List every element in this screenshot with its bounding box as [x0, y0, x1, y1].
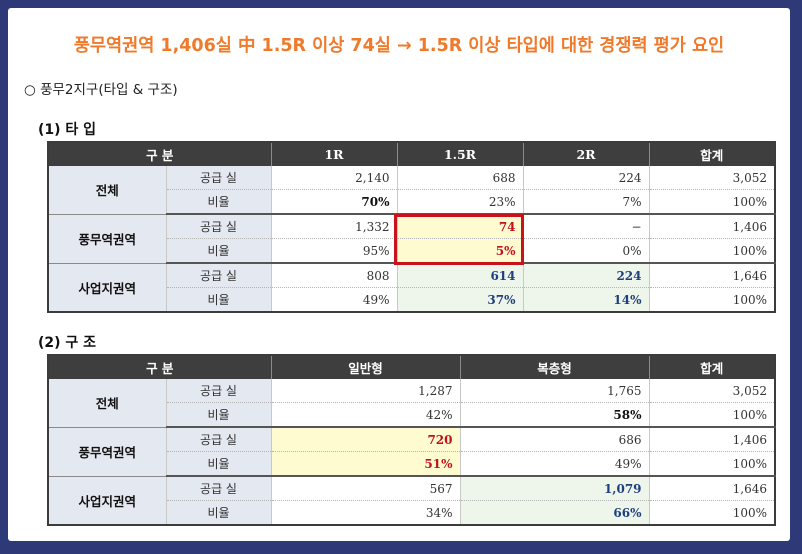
- region-label: 풍무역권역: [48, 427, 166, 477]
- type-header-row: 구 분 1R 1.5R 2R 합계: [48, 142, 776, 166]
- type-header-1-5r: 1.5R: [396, 142, 524, 166]
- type-header-category: 구 분: [48, 142, 272, 166]
- table-row: 풍무역권역 공급 실 1,332 74 − 1,406: [48, 214, 776, 264]
- highlight-cell: 14%: [522, 287, 650, 312]
- table-cell: 34%: [270, 500, 461, 525]
- table-cell: 1,406: [648, 427, 776, 452]
- metric-label: 비율: [165, 451, 272, 477]
- type-header-2r: 2R: [522, 142, 650, 166]
- metric-label: 비율: [165, 189, 272, 215]
- type-header-1r: 1R: [270, 142, 398, 166]
- table-row: 비율 49% 37% 14% 100%: [48, 287, 776, 312]
- table-cell: 42%: [270, 402, 461, 428]
- metric-label: 공급 실: [165, 214, 272, 239]
- structure-table: 구 분 일반형 복층형 합계 전체 공급 실 1,287 1,765 3,052…: [47, 354, 777, 526]
- structure-header-category: 구 분: [48, 355, 272, 379]
- table-cell: 688: [396, 166, 524, 190]
- structure-section-label: (2) 구 조: [38, 335, 97, 351]
- table-cell: 1,332: [270, 214, 398, 239]
- metric-label: 비율: [165, 402, 272, 428]
- highlight-cell: 720: [270, 427, 461, 452]
- table-cell: 1,646: [648, 476, 776, 501]
- type-table: 구 분 1R 1.5R 2R 합계 전체 공급 실 2,140 688 224 …: [47, 141, 777, 313]
- slide-frame: 풍무역권역 1,406실 中 1.5R 이상 74실 → 1.5R 이상 타입에…: [8, 8, 790, 541]
- table-row: 사업지권역 공급 실 567 1,079 1,646: [48, 476, 776, 525]
- table-row: 비율 95% 5% 0% 100%: [48, 238, 776, 264]
- highlight-cell: 1,079: [459, 476, 650, 501]
- region-label: 사업지권역: [48, 476, 166, 525]
- type-header-total: 합계: [648, 142, 776, 166]
- table-cell: 1,406: [648, 214, 776, 239]
- table-row: 비율 42% 58% 100%: [48, 402, 776, 428]
- highlight-cell: 66%: [459, 500, 650, 525]
- table-cell: 224: [522, 166, 650, 190]
- table-row: 비율 70% 23% 7% 100%: [48, 189, 776, 215]
- highlight-cell: 614: [396, 263, 524, 288]
- table-cell: 100%: [648, 287, 776, 312]
- metric-label: 공급 실: [165, 263, 272, 288]
- structure-header-duplex: 복층형: [459, 355, 650, 379]
- metric-label: 공급 실: [165, 476, 272, 501]
- table-cell: 100%: [648, 500, 776, 525]
- table-cell: 23%: [396, 189, 524, 215]
- table-row: 전체 공급 실 2,140 688 224 3,052: [48, 166, 776, 215]
- highlight-cell: 37%: [396, 287, 524, 312]
- table-cell: 0%: [522, 238, 650, 264]
- type-section-label: (1) 타 입: [38, 122, 97, 138]
- table-cell: 7%: [522, 189, 650, 215]
- table-cell: 567: [270, 476, 461, 501]
- table-row: 전체 공급 실 1,287 1,765 3,052: [48, 379, 776, 428]
- table-cell: 1,765: [459, 379, 650, 403]
- table-cell: 3,052: [648, 379, 776, 403]
- structure-header-general: 일반형: [270, 355, 461, 379]
- table-cell: 1,646: [648, 263, 776, 288]
- table-cell: 100%: [648, 189, 776, 215]
- table-row: 비율 51% 49% 100%: [48, 451, 776, 477]
- table-row: 풍무역권역 공급 실 720 686 1,406: [48, 427, 776, 477]
- metric-label: 비율: [165, 238, 272, 264]
- metric-label: 비율: [165, 500, 272, 525]
- table-row: 사업지권역 공급 실 808 614 224 1,646: [48, 263, 776, 312]
- region-label: 풍무역권역: [48, 214, 166, 264]
- table-cell: 49%: [270, 287, 398, 312]
- metric-label: 공급 실: [165, 379, 272, 403]
- table-row: 비율 34% 66% 100%: [48, 500, 776, 525]
- highlight-cell: 224: [522, 263, 650, 288]
- structure-header-total: 합계: [648, 355, 776, 379]
- table-cell: 2,140: [270, 166, 398, 190]
- metric-label: 공급 실: [165, 427, 272, 452]
- table-cell: 686: [459, 427, 650, 452]
- region-label: 사업지권역: [48, 263, 166, 312]
- table-cell: 100%: [648, 451, 776, 477]
- highlight-box: [394, 214, 524, 265]
- section-subtitle: ○ 풍무2지구(타입 & 구조): [24, 82, 178, 98]
- structure-header-row: 구 분 일반형 복층형 합계: [48, 355, 776, 379]
- table-cell: −: [522, 214, 650, 239]
- region-label: 전체: [48, 379, 166, 428]
- table-cell: 100%: [648, 402, 776, 428]
- region-label: 전체: [48, 166, 166, 215]
- table-cell: 808: [270, 263, 398, 288]
- table-cell: 95%: [270, 238, 398, 264]
- metric-label: 공급 실: [165, 166, 272, 190]
- table-cell: 49%: [459, 451, 650, 477]
- slide-title: 풍무역권역 1,406실 中 1.5R 이상 74실 → 1.5R 이상 타입에…: [73, 36, 725, 56]
- table-cell: 3,052: [648, 166, 776, 190]
- highlight-cell: 74: [396, 214, 524, 239]
- table-cell: 1,287: [270, 379, 461, 403]
- highlight-cell: 51%: [270, 451, 461, 477]
- table-cell: 100%: [648, 238, 776, 264]
- table-cell: 70%: [270, 189, 398, 215]
- metric-label: 비율: [165, 287, 272, 312]
- table-cell: 58%: [459, 402, 650, 428]
